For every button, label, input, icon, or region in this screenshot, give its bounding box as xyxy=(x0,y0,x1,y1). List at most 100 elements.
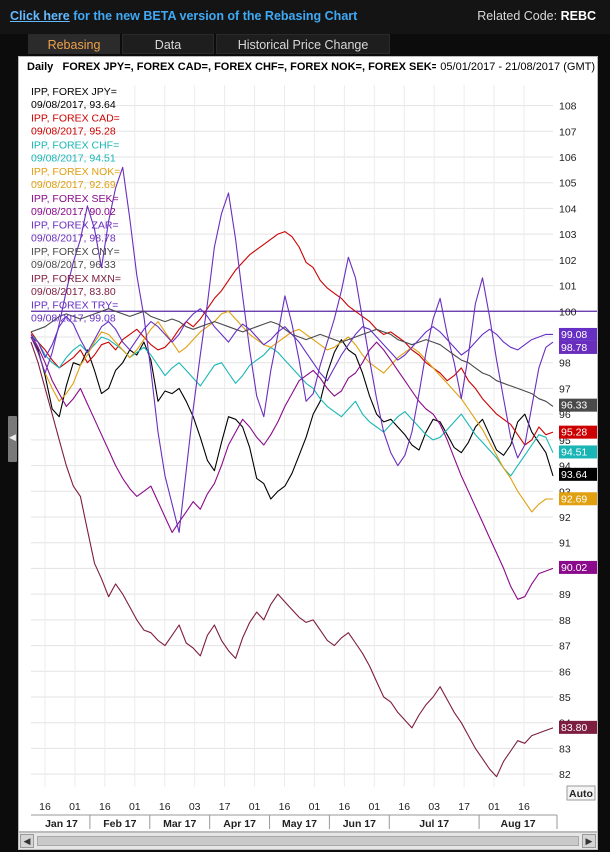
tab-data[interactable]: Data xyxy=(122,34,214,54)
y-tick-label: 108 xyxy=(559,101,577,113)
x-tick-label: 03 xyxy=(189,801,201,813)
y-tick-label: 105 xyxy=(559,178,577,190)
chart-header: Daily FOREX JPY=, FOREX CAD=, FOREX CHF=… xyxy=(19,57,599,75)
legend-series-name: IPP, FOREX CNY= xyxy=(31,246,120,258)
last-value-text: 95.28 xyxy=(561,427,587,439)
rebasing-chart: 8283848586878889909192939495969798991001… xyxy=(30,85,597,830)
frequency-label: Daily xyxy=(27,61,54,73)
series-line xyxy=(30,308,553,382)
x-tick-label: 16 xyxy=(518,801,530,813)
y-axis: 8283848586878889909192939495969798991001… xyxy=(559,101,577,782)
related-code: Related Code: REBC xyxy=(477,9,596,23)
legend-last-value: 09/08/2017, 90.02 xyxy=(31,206,116,218)
legend-last-value: 09/08/2017, 93.64 xyxy=(31,99,116,111)
side-collapse-handle[interactable]: ◀ xyxy=(8,416,17,462)
x-tick-label: 01 xyxy=(69,801,81,813)
month-label: Jun 17 xyxy=(343,818,376,830)
y-tick-label: 89 xyxy=(559,589,571,601)
x-tick-label: 01 xyxy=(129,801,141,813)
y-tick-label: 87 xyxy=(559,641,571,653)
last-value-text: 83.80 xyxy=(561,722,587,734)
last-value-text: 90.02 xyxy=(561,562,587,574)
month-label: Feb 17 xyxy=(103,818,136,830)
y-tick-label: 86 xyxy=(559,666,571,678)
month-label: Apr 17 xyxy=(223,818,256,830)
last-value-badge xyxy=(559,492,597,506)
tab-bar: Rebasing Data Historical Price Change xyxy=(0,34,610,55)
legend-last-value: 09/08/2017, 98.78 xyxy=(31,233,116,245)
related-code-label: Related Code: xyxy=(477,9,561,23)
x-tick-label: 01 xyxy=(249,801,261,813)
x-tick-label: 03 xyxy=(428,801,440,813)
x-tick-label: 16 xyxy=(279,801,291,813)
legend-series-name: IPP, FOREX MXN= xyxy=(31,273,121,285)
horizontal-scrollbar[interactable]: ◀ ▶ xyxy=(18,832,598,850)
y-tick-label: 82 xyxy=(559,769,571,781)
legend-last-value: 09/08/2017, 92.69 xyxy=(31,179,116,191)
chart-header-title: Daily FOREX JPY=, FOREX CAD=, FOREX CHF=… xyxy=(27,61,451,73)
legend-series-name: IPP, FOREX TRY= xyxy=(31,300,118,312)
last-value-badge xyxy=(559,467,597,481)
related-code-value: REBC xyxy=(560,9,596,23)
y-tick-label: 85 xyxy=(559,692,571,704)
y-tick-label: 97 xyxy=(559,383,571,395)
legend-series-name: IPP, FOREX ZAR= xyxy=(31,220,119,232)
chart-panel: Daily FOREX JPY=, FOREX CAD=, FOREX CHF=… xyxy=(18,56,598,832)
tab-rebasing[interactable]: Rebasing xyxy=(28,34,120,54)
scrollbar-thumb[interactable] xyxy=(37,836,579,846)
y-tick-label: 106 xyxy=(559,152,577,164)
legend-last-value: 09/08/2017, 99.08 xyxy=(31,313,116,325)
legend-last-value: 09/08/2017, 83.80 xyxy=(31,286,116,298)
x-tick-label: 16 xyxy=(339,801,351,813)
legend-series-name: IPP, FOREX JPY= xyxy=(31,86,117,98)
x-tick-label: 01 xyxy=(368,801,380,813)
y-tick-label: 102 xyxy=(559,255,577,267)
y-tick-label: 88 xyxy=(559,615,571,627)
instruments-label: FOREX JPY=, FOREX CAD=, FOREX CHF=, FORE… xyxy=(62,61,451,73)
y-tick-label: 100 xyxy=(559,306,577,318)
legend-series-name: IPP, FOREX NOK= xyxy=(31,166,120,178)
series-line xyxy=(30,334,554,477)
series-line xyxy=(30,334,554,600)
x-tick-label: 17 xyxy=(458,801,470,813)
legend-last-value: 09/08/2017, 94.51 xyxy=(31,152,116,164)
auto-button-label: Auto xyxy=(569,788,593,800)
legend-series-name: IPP, FOREX CAD= xyxy=(31,113,120,125)
series-line xyxy=(30,341,554,778)
auto-button[interactable]: Auto xyxy=(566,785,596,801)
x-tick-label: 17 xyxy=(219,801,231,813)
top-bar: Click here for the new BETA version of t… xyxy=(0,0,610,34)
tab-historical-price-change[interactable]: Historical Price Change xyxy=(216,34,390,54)
month-label: Aug 17 xyxy=(501,818,536,830)
y-tick-label: 96 xyxy=(559,409,571,421)
x-tick-label: 16 xyxy=(39,801,51,813)
y-tick-label: 91 xyxy=(559,538,571,550)
y-tick-label: 95 xyxy=(559,435,571,447)
y-tick-label: 92 xyxy=(559,512,571,524)
beta-version-link[interactable]: Click here for the new BETA version of t… xyxy=(10,9,358,23)
x-tick-label: 16 xyxy=(398,801,410,813)
series-line xyxy=(30,166,554,533)
chevron-left-icon: ◀ xyxy=(9,432,16,442)
scroll-left-icon[interactable]: ◀ xyxy=(20,834,34,848)
last-value-text: 96.33 xyxy=(561,400,587,412)
last-value-badge xyxy=(559,720,597,734)
last-value-text: 98.78 xyxy=(561,342,587,354)
last-value-badge xyxy=(559,445,597,459)
scroll-right-icon[interactable]: ▶ xyxy=(582,834,596,848)
month-label: Jan 17 xyxy=(45,818,78,830)
legend: IPP, FOREX JPY=09/08/2017, 93.64 IPP, FOR… xyxy=(31,86,121,325)
last-value-text: 94.51 xyxy=(561,446,587,458)
month-label: May 17 xyxy=(282,818,317,830)
last-value-badge xyxy=(559,398,597,412)
y-tick-label: 104 xyxy=(559,203,577,215)
series-line xyxy=(30,310,553,513)
legend-series-name: IPP, FOREX SEK= xyxy=(31,193,119,205)
grid xyxy=(31,85,553,787)
last-value-badge xyxy=(559,340,597,354)
series-line xyxy=(30,336,554,500)
last-value-badge xyxy=(559,560,597,574)
x-tick-label: 01 xyxy=(488,801,500,813)
y-tick-label: 94 xyxy=(559,461,571,473)
last-value-text: 99.08 xyxy=(561,329,587,341)
